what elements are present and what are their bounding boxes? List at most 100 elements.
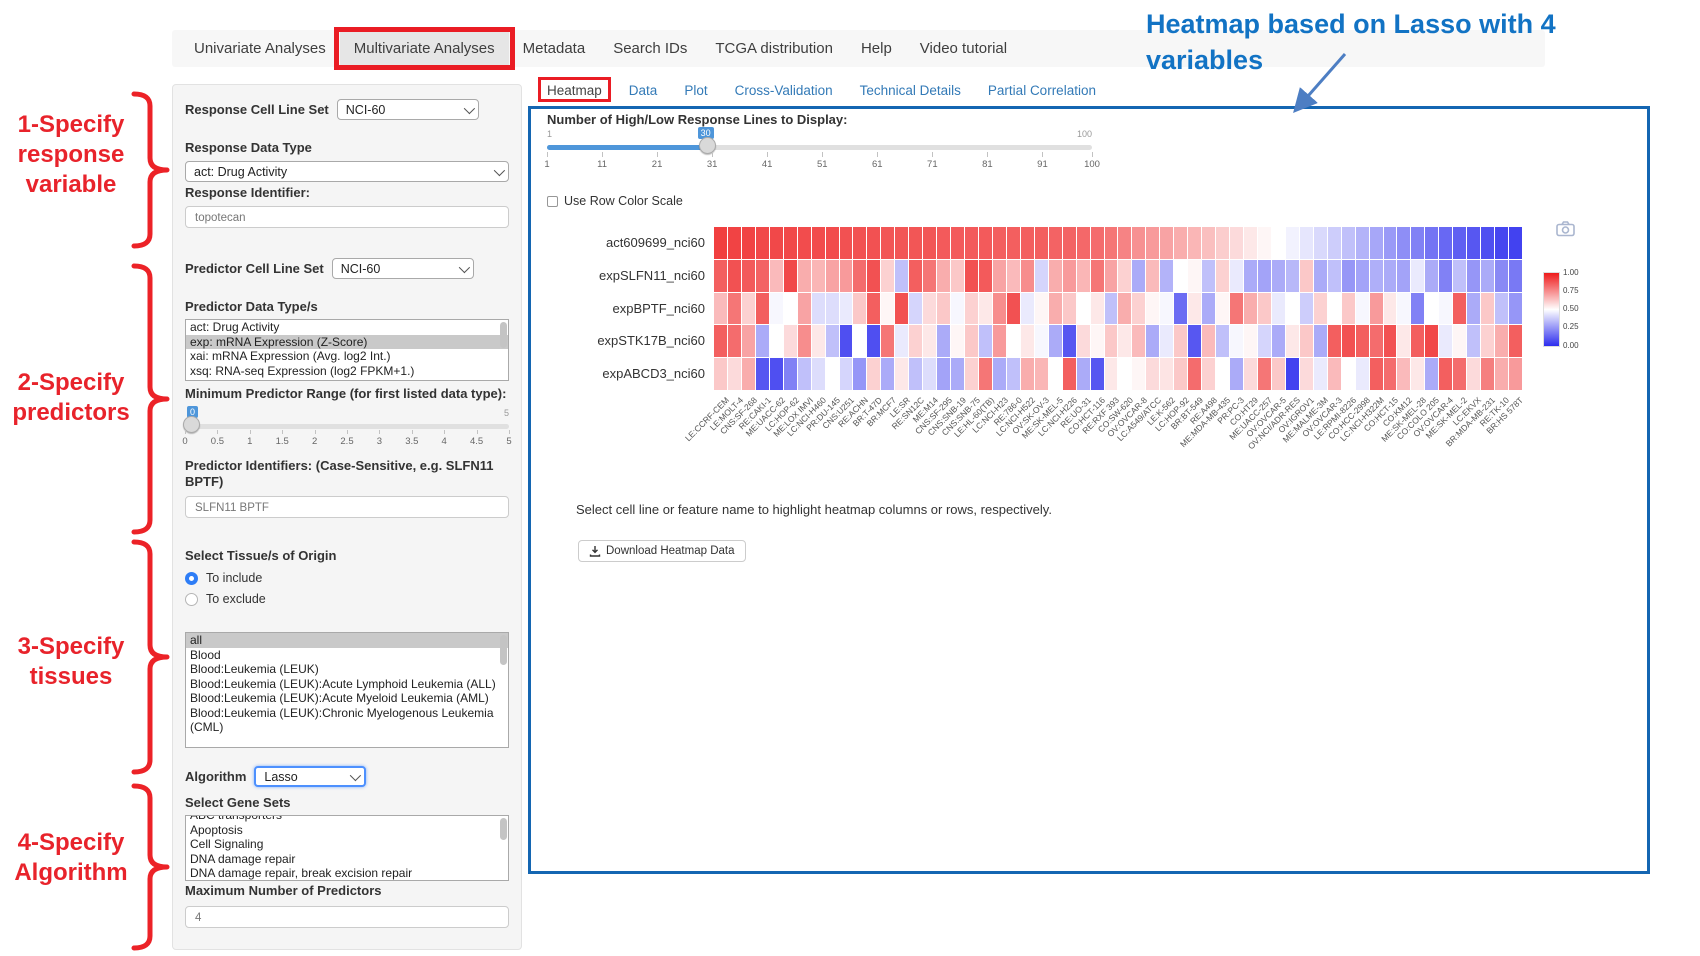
heatmap-cell[interactable] (853, 358, 867, 390)
heatmap-row-label[interactable]: expSLFN11_nci60 (599, 267, 705, 283)
heatmap-cell[interactable] (1202, 259, 1216, 292)
heatmap-cell[interactable] (1285, 292, 1299, 325)
heatmap-cell[interactable] (1299, 358, 1313, 390)
scrollbar-thumb[interactable] (500, 818, 507, 840)
response-data-type-select[interactable]: act: Drug Activity (185, 161, 509, 182)
heatmap-cell[interactable] (937, 358, 951, 390)
heatmap-cell[interactable] (1230, 259, 1244, 292)
heatmap-cell[interactable] (1076, 227, 1090, 259)
heatmap-cell[interactable] (825, 259, 839, 292)
heatmap-cell[interactable] (937, 227, 951, 259)
heatmap-cell[interactable] (1369, 358, 1383, 390)
heatmap-cell[interactable] (839, 325, 853, 358)
heatmap-cell[interactable] (1439, 325, 1453, 358)
heatmap-cell[interactable] (1118, 292, 1132, 325)
heatmap-cell[interactable] (1034, 292, 1048, 325)
heatmap-cell[interactable] (1313, 292, 1327, 325)
heatmap-cell[interactable] (867, 259, 881, 292)
heatmap-cell[interactable] (1397, 227, 1411, 259)
heatmap-cell[interactable] (1132, 292, 1146, 325)
tab-technical-details[interactable]: Technical Details (859, 83, 961, 98)
heatmap-cell[interactable] (951, 292, 965, 325)
tissue-option-all[interactable]: all (186, 633, 508, 648)
heatmap-cell[interactable] (1048, 292, 1062, 325)
heatmap-cell[interactable] (965, 292, 979, 325)
radio-to-include[interactable]: To include (185, 571, 509, 585)
heatmap-cell[interactable] (1313, 227, 1327, 259)
heatmap-row-label[interactable]: expABCD3_nci60 (602, 365, 705, 381)
heatmap-cell[interactable] (965, 227, 979, 259)
heatmap-cell[interactable] (1244, 325, 1257, 358)
heatmap-cell[interactable] (839, 292, 853, 325)
heatmap-cell[interactable] (992, 227, 1006, 259)
heatmap-cell[interactable] (811, 227, 825, 259)
heatmap-cell[interactable] (1132, 358, 1146, 390)
max-predictors-input[interactable]: 4 (185, 906, 509, 928)
heatmap-cell[interactable] (1062, 227, 1076, 259)
heatmap-cell[interactable] (727, 259, 741, 292)
gene-set-option-cell-signaling[interactable]: Cell Signaling (190, 837, 264, 851)
heatmap-cell[interactable] (1188, 259, 1202, 292)
heatmap-cell[interactable] (1257, 292, 1271, 325)
heatmap-cell[interactable] (1062, 259, 1076, 292)
heatmap-cell[interactable] (979, 227, 992, 259)
heatmap-cell[interactable] (1216, 325, 1230, 358)
heatmap-cell[interactable] (881, 292, 895, 325)
heatmap-cell[interactable] (951, 325, 965, 358)
heatmap-cell[interactable] (1411, 292, 1425, 325)
heatmap-cell[interactable] (1467, 358, 1481, 390)
heatmap-cell[interactable] (811, 358, 825, 390)
nav-item-video-tutorial[interactable]: Video tutorial (919, 40, 1008, 57)
heatmap-cell[interactable] (895, 325, 909, 358)
response-identifier-input[interactable]: topotecan (185, 206, 509, 228)
heatmap-cell[interactable] (923, 292, 937, 325)
heatmap-cell[interactable] (1076, 259, 1090, 292)
nav-item-tcga-distribution[interactable]: TCGA distribution (715, 40, 833, 57)
heatmap-cell[interactable] (853, 292, 867, 325)
heatmap-cell[interactable] (783, 325, 797, 358)
heatmap-cell[interactable] (1467, 259, 1481, 292)
heatmap-cell[interactable] (714, 227, 727, 259)
heatmap-cell[interactable] (895, 292, 909, 325)
heatmap-cell[interactable] (1132, 227, 1146, 259)
heatmap-cell[interactable] (1020, 259, 1034, 292)
heatmap-cell[interactable] (755, 292, 769, 325)
heatmap-cell[interactable] (755, 358, 769, 390)
heatmap-cell[interactable] (881, 259, 895, 292)
heatmap-cell[interactable] (1076, 292, 1090, 325)
heatmap-cell[interactable] (1383, 259, 1397, 292)
heatmap-cell[interactable] (992, 259, 1006, 292)
heatmap-cell[interactable] (1118, 325, 1132, 358)
tab-plot[interactable]: Plot (684, 83, 708, 98)
heatmap-cell[interactable] (1299, 325, 1313, 358)
heatmap-cell[interactable] (867, 358, 881, 390)
heatmap-cell[interactable] (1174, 325, 1188, 358)
heatmap-cell[interactable] (895, 227, 909, 259)
tab-partial-correlation[interactable]: Partial Correlation (987, 83, 1096, 98)
scrollbar-thumb[interactable] (500, 322, 507, 348)
heatmap-cell[interactable] (797, 358, 811, 390)
heatmap-cell[interactable] (867, 292, 881, 325)
tissue-option-blood-leukemia-leuk-chronic-myelogenous-leukemia-cml[interactable]: Blood:Leukemia (LEUK):Chronic Myelogenou… (190, 705, 494, 735)
heatmap-cell[interactable] (1369, 325, 1383, 358)
heatmap-cell[interactable] (1271, 292, 1285, 325)
heatmap-cell[interactable] (1439, 259, 1453, 292)
heatmap-cell[interactable] (783, 227, 797, 259)
heatmap-cell[interactable] (1174, 358, 1188, 390)
heatmap-cell[interactable] (1299, 259, 1313, 292)
heatmap-cell[interactable] (1202, 358, 1216, 390)
heatmap-cell[interactable] (811, 259, 825, 292)
heatmap-cell[interactable] (1271, 227, 1285, 259)
algorithm-select[interactable]: Lasso (254, 766, 367, 787)
heatmap-cell[interactable] (783, 259, 797, 292)
heatmap-cell[interactable] (797, 325, 811, 358)
heatmap-cell[interactable] (1481, 259, 1495, 292)
heatmap-cell[interactable] (811, 325, 825, 358)
heatmap-cell[interactable] (1090, 227, 1104, 259)
heatmap-cell[interactable] (979, 259, 992, 292)
heatmap-cell[interactable] (1188, 325, 1202, 358)
heatmap-cell[interactable] (1160, 358, 1174, 390)
heatmap-cell[interactable] (1244, 292, 1257, 325)
heatmap-cell[interactable] (1341, 227, 1355, 259)
heatmap-cell[interactable] (1411, 259, 1425, 292)
